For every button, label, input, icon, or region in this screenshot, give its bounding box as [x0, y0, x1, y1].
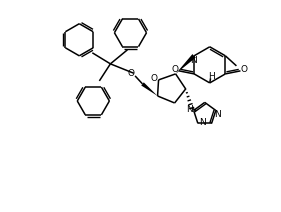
Text: N: N — [190, 56, 196, 65]
Text: H: H — [208, 72, 215, 81]
Text: N: N — [199, 118, 206, 127]
Text: O: O — [172, 65, 179, 74]
Text: N: N — [186, 105, 192, 114]
Text: O: O — [241, 65, 248, 74]
Polygon shape — [141, 82, 158, 96]
Text: O: O — [151, 74, 158, 83]
Text: N: N — [214, 110, 221, 119]
Text: O: O — [128, 69, 135, 78]
Polygon shape — [176, 54, 196, 74]
